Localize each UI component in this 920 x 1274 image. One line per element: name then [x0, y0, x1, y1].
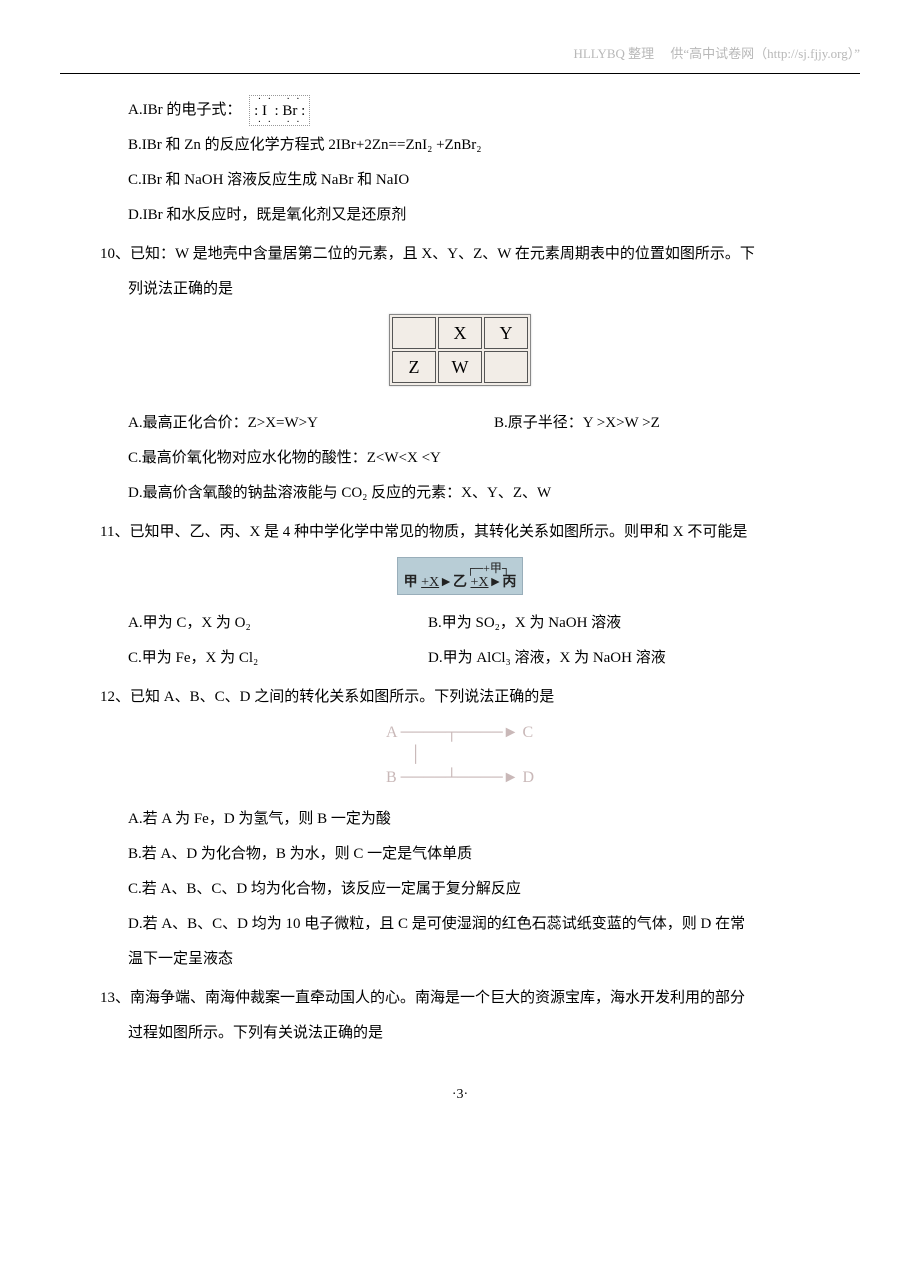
- q9-a-text: A.IBr 的电子式：: [128, 102, 241, 118]
- q10-stem-line2: 列说法正确的是: [60, 273, 860, 306]
- pt-cell-1-2: X: [438, 317, 482, 349]
- q10-stem: 10、已知：W 是地壳中含量居第二位的元素，且 X、Y、Z、W 在元素周期表中的…: [60, 238, 860, 271]
- q13-stem: 13、南海争端、南海仲裁案一直牵动国人的心。南海是一个巨大的资源宝库，海水开发利…: [60, 982, 860, 1015]
- q12-option-d-line2: 温下一定呈液态: [60, 943, 860, 976]
- page-header: HLLYBQ 整理 供“高中试卷网（http://sj.fjjy.org）”: [60, 40, 860, 74]
- q11-stem: 11、已知甲、乙、丙、X 是 4 种中学化学中常见的物质，其转化关系如图所示。则…: [60, 516, 860, 549]
- q10-stem-line1: 已知：W 是地壳中含量居第二位的元素，且 X、Y、Z、W 在元素周期表中的位置如…: [130, 246, 755, 262]
- header-source-suffix: ”: [854, 46, 860, 61]
- q9-option-a: A.IBr 的电子式： · · · · : I : Br : · · · ·: [60, 94, 860, 127]
- q13-number: 13、: [100, 990, 130, 1006]
- q10-number: 10、: [100, 246, 130, 262]
- q13-stem-line2: 过程如图所示。下列有关说法正确的是: [60, 1017, 860, 1050]
- q9-option-b: B.IBr 和 Zn 的反应化学方程式 2IBr+2Zn==ZnI₂ +ZnBr…: [60, 129, 860, 162]
- q10-option-a: A.最高正化合价：Z>X=W>Y: [128, 407, 494, 440]
- pt-cell-1-1: [392, 317, 436, 349]
- reaction-diagram-abcd: A ────┬────► C │ B ────┴────► D: [386, 722, 534, 789]
- header-credit: HLLYBQ 整理: [573, 46, 654, 61]
- q12-figure: A ────┬────► C │ B ────┴────► D: [60, 722, 860, 795]
- page: HLLYBQ 整理 供“高中试卷网（http://sj.fjjy.org）” A…: [0, 0, 920, 1150]
- q10-option-d: D.最高价含氧酸的钠盐溶液能与 CO₂ 反应的元素：X、Y、Z、W: [60, 477, 860, 510]
- q12-option-c: C.若 A、B、C、D 均为化合物，该反应一定属于复分解反应: [60, 873, 860, 906]
- q11-figure: ┌─+甲┐ 甲 +X►乙 +X►丙: [60, 557, 860, 599]
- pt-cell-2-2: W: [438, 351, 482, 383]
- lewis-structure-ibr: · · · · : I : Br : · · · ·: [249, 95, 310, 126]
- periodic-table-fragment: X Y Z W: [389, 314, 531, 386]
- q11-option-c: C.甲为 Fe，X 为 Cl₂: [128, 642, 428, 675]
- q12-stem-text: 已知 A、B、C、D 之间的转化关系如图所示。下列说法正确的是: [130, 689, 554, 705]
- header-url[interactable]: （http://sj.fjjy.org）: [754, 46, 854, 61]
- q12-option-a: A.若 A 为 Fe，D 为氢气，则 B 一定为酸: [60, 803, 860, 836]
- q11-option-b: B.甲为 SO₂，X 为 NaOH 溶液: [428, 607, 860, 640]
- q10-option-b: B.原子半径：Y >X>W >Z: [494, 407, 860, 440]
- q9-option-c: C.IBr 和 NaOH 溶液反应生成 NaBr 和 NaIO: [60, 164, 860, 197]
- q11-options-row1: A.甲为 C，X 为 O₂ B.甲为 SO₂，X 为 NaOH 溶液: [60, 607, 860, 640]
- transformation-chain-diagram: ┌─+甲┐ 甲 +X►乙 +X►丙: [397, 557, 524, 596]
- q11-stem-text: 已知甲、乙、丙、X 是 4 种中学化学中常见的物质，其转化关系如图所示。则甲和 …: [129, 524, 747, 540]
- chain-top-label: +甲: [483, 561, 502, 575]
- q13-stem-line1: 南海争端、南海仲裁案一直牵动国人的心。南海是一个巨大的资源宝库，海水开发利用的部…: [130, 990, 745, 1006]
- page-number: ·3·: [60, 1080, 860, 1111]
- header-source-prefix: 供“高中试卷网: [670, 46, 754, 61]
- q10-options-row1: A.最高正化合价：Z>X=W>Y B.原子半径：Y >X>W >Z: [60, 407, 860, 440]
- q12-option-b: B.若 A、D 为化合物，B 为水，则 C 一定是气体单质: [60, 838, 860, 871]
- q10-figure: X Y Z W: [60, 314, 860, 399]
- q11-number: 11、: [100, 524, 129, 540]
- q11-option-d: D.甲为 AlCl₃ 溶液，X 为 NaOH 溶液: [428, 642, 860, 675]
- q12-option-d-line1: D.若 A、B、C、D 均为 10 电子微粒，且 C 是可使湿润的红色石蕊试纸变…: [60, 908, 860, 941]
- pt-cell-2-1: Z: [392, 351, 436, 383]
- q11-option-a: A.甲为 C，X 为 O₂: [128, 607, 428, 640]
- pt-cell-2-3: [484, 351, 528, 383]
- q11-options-row2: C.甲为 Fe，X 为 Cl₂ D.甲为 AlCl₃ 溶液，X 为 NaOH 溶…: [60, 642, 860, 675]
- q9-option-d: D.IBr 和水反应时，既是氧化剂又是还原剂: [60, 199, 860, 232]
- q12-stem: 12、已知 A、B、C、D 之间的转化关系如图所示。下列说法正确的是: [60, 681, 860, 714]
- pt-cell-1-3: Y: [484, 317, 528, 349]
- q10-option-c: C.最高价氧化物对应水化物的酸性：Z<W<X <Y: [60, 442, 860, 475]
- q12-number: 12、: [100, 689, 130, 705]
